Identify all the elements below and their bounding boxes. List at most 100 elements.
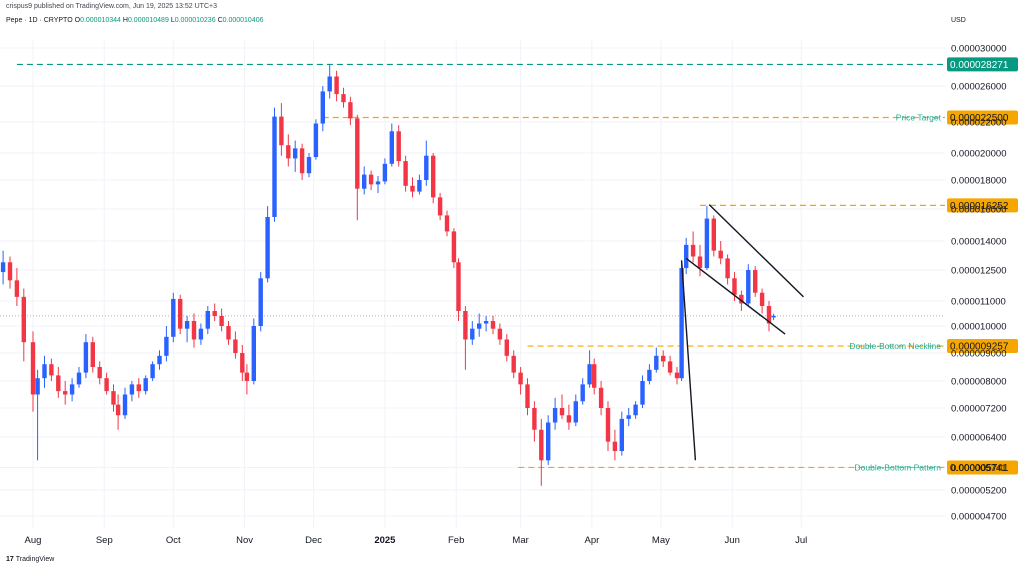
candle-body (451, 231, 457, 263)
candle-body (334, 76, 339, 95)
candle-body (497, 328, 503, 340)
candle-body (559, 408, 565, 416)
x-tick-label: Jun (725, 535, 740, 546)
level-label: Double-Bottom Pattern (855, 462, 942, 472)
candle-body (122, 394, 128, 416)
price-badge-value: 0.000005741 (950, 463, 1009, 474)
price-badge-value: 0.000016252 (950, 201, 1009, 212)
x-tick-label: Jul (795, 535, 807, 546)
x-tick-label: Feb (448, 535, 464, 546)
candle-body (244, 372, 250, 381)
candle-body (532, 408, 537, 430)
candle-body (612, 441, 618, 451)
candle-body (90, 342, 95, 367)
y-tick-label: 0.000005741 (951, 463, 1006, 474)
candle-body (674, 372, 680, 379)
close-value: 0.000010406 (222, 17, 264, 24)
candle-body (0, 262, 6, 273)
candle-body (368, 174, 374, 185)
candle-body (654, 355, 659, 370)
candle-body (431, 155, 436, 198)
y-tick-label: 0.000012500 (951, 266, 1006, 277)
x-axis: Aug Sep Oct Nov Dec 2025 Feb Mar Apr May Jun Jul (25, 535, 808, 546)
candle-body (382, 163, 388, 182)
candle-body (362, 174, 367, 189)
open-value: 0.000010344 (80, 17, 121, 24)
candle-body (711, 218, 716, 251)
candle-body (115, 404, 121, 416)
symbol-ohlc-line: Pepe · 1D · CRYPTO O0.000010344 H0.00001… (6, 17, 264, 24)
candle-body (104, 378, 109, 392)
candle-body (171, 298, 176, 337)
trendline (685, 257, 786, 335)
candle-body (626, 415, 631, 419)
candle-body (226, 326, 231, 340)
y-tick-label: 0.000026000 (951, 82, 1006, 93)
footer-brand: TradingView (15, 556, 55, 563)
low-label: L (170, 17, 175, 24)
candle-body (633, 404, 638, 416)
candle-body (306, 157, 312, 174)
candle-body (725, 258, 730, 279)
candle-body (667, 361, 673, 373)
candle-body (348, 102, 353, 119)
candle-body (258, 278, 263, 326)
candle-body (30, 342, 36, 395)
trendlines (680, 204, 804, 461)
candle-body (14, 280, 20, 297)
candle-body (35, 378, 40, 395)
price-badge (947, 110, 1018, 125)
candle-body (483, 321, 489, 324)
candle-body (410, 185, 415, 192)
candle-body (129, 384, 135, 395)
candle-body (539, 429, 544, 461)
y-tick-label: 0.000011000 (951, 297, 1006, 308)
currency-label: USD (951, 17, 966, 24)
candle-body (456, 262, 461, 311)
candle-body (704, 218, 710, 269)
candle-body (205, 311, 210, 329)
candle-body (212, 311, 217, 316)
candle-body (355, 118, 360, 189)
price-badge-value: 0.000028271 (950, 60, 1009, 71)
candle-body (490, 321, 496, 329)
candle-body (83, 342, 89, 373)
price-badge-value: 0.000022500 (950, 113, 1009, 124)
candle-body (293, 148, 298, 159)
y-tick-label: 0.000005200 (951, 486, 1006, 497)
candle-body (279, 116, 284, 146)
candle-body (286, 145, 291, 159)
candle-body (463, 311, 468, 340)
candle-body (184, 321, 190, 329)
candle-body (136, 384, 141, 392)
candle-body (546, 422, 551, 461)
candle-body (150, 364, 155, 379)
candle-body (389, 131, 394, 164)
y-tick-label: 0.000008000 (951, 377, 1006, 388)
candle-body (739, 294, 744, 304)
candle-body (313, 123, 319, 158)
low-value: 0.000010236 (174, 17, 216, 24)
candle-body (424, 155, 429, 180)
candle-body (580, 384, 585, 402)
x-tick-label: Dec (305, 535, 322, 546)
price-badge (947, 57, 1018, 72)
grid (0, 40, 945, 528)
trendline (708, 204, 804, 298)
candle-body (341, 94, 346, 103)
price-badge-value: 0.000009257 (950, 342, 1009, 353)
high-label: H (122, 17, 128, 24)
x-tick-label: Nov (236, 535, 253, 546)
candle-body (375, 181, 381, 185)
candle-body (684, 244, 689, 269)
candle-body (42, 364, 47, 379)
candle-body (198, 328, 204, 340)
candle-body (511, 355, 516, 373)
y-tick-label: 0.000014000 (951, 237, 1006, 248)
y-tick-label: 0.000022000 (951, 118, 1006, 129)
candle-body (403, 161, 408, 186)
candle-body (566, 415, 572, 423)
candle-body (444, 215, 450, 232)
candle-body (191, 321, 197, 340)
